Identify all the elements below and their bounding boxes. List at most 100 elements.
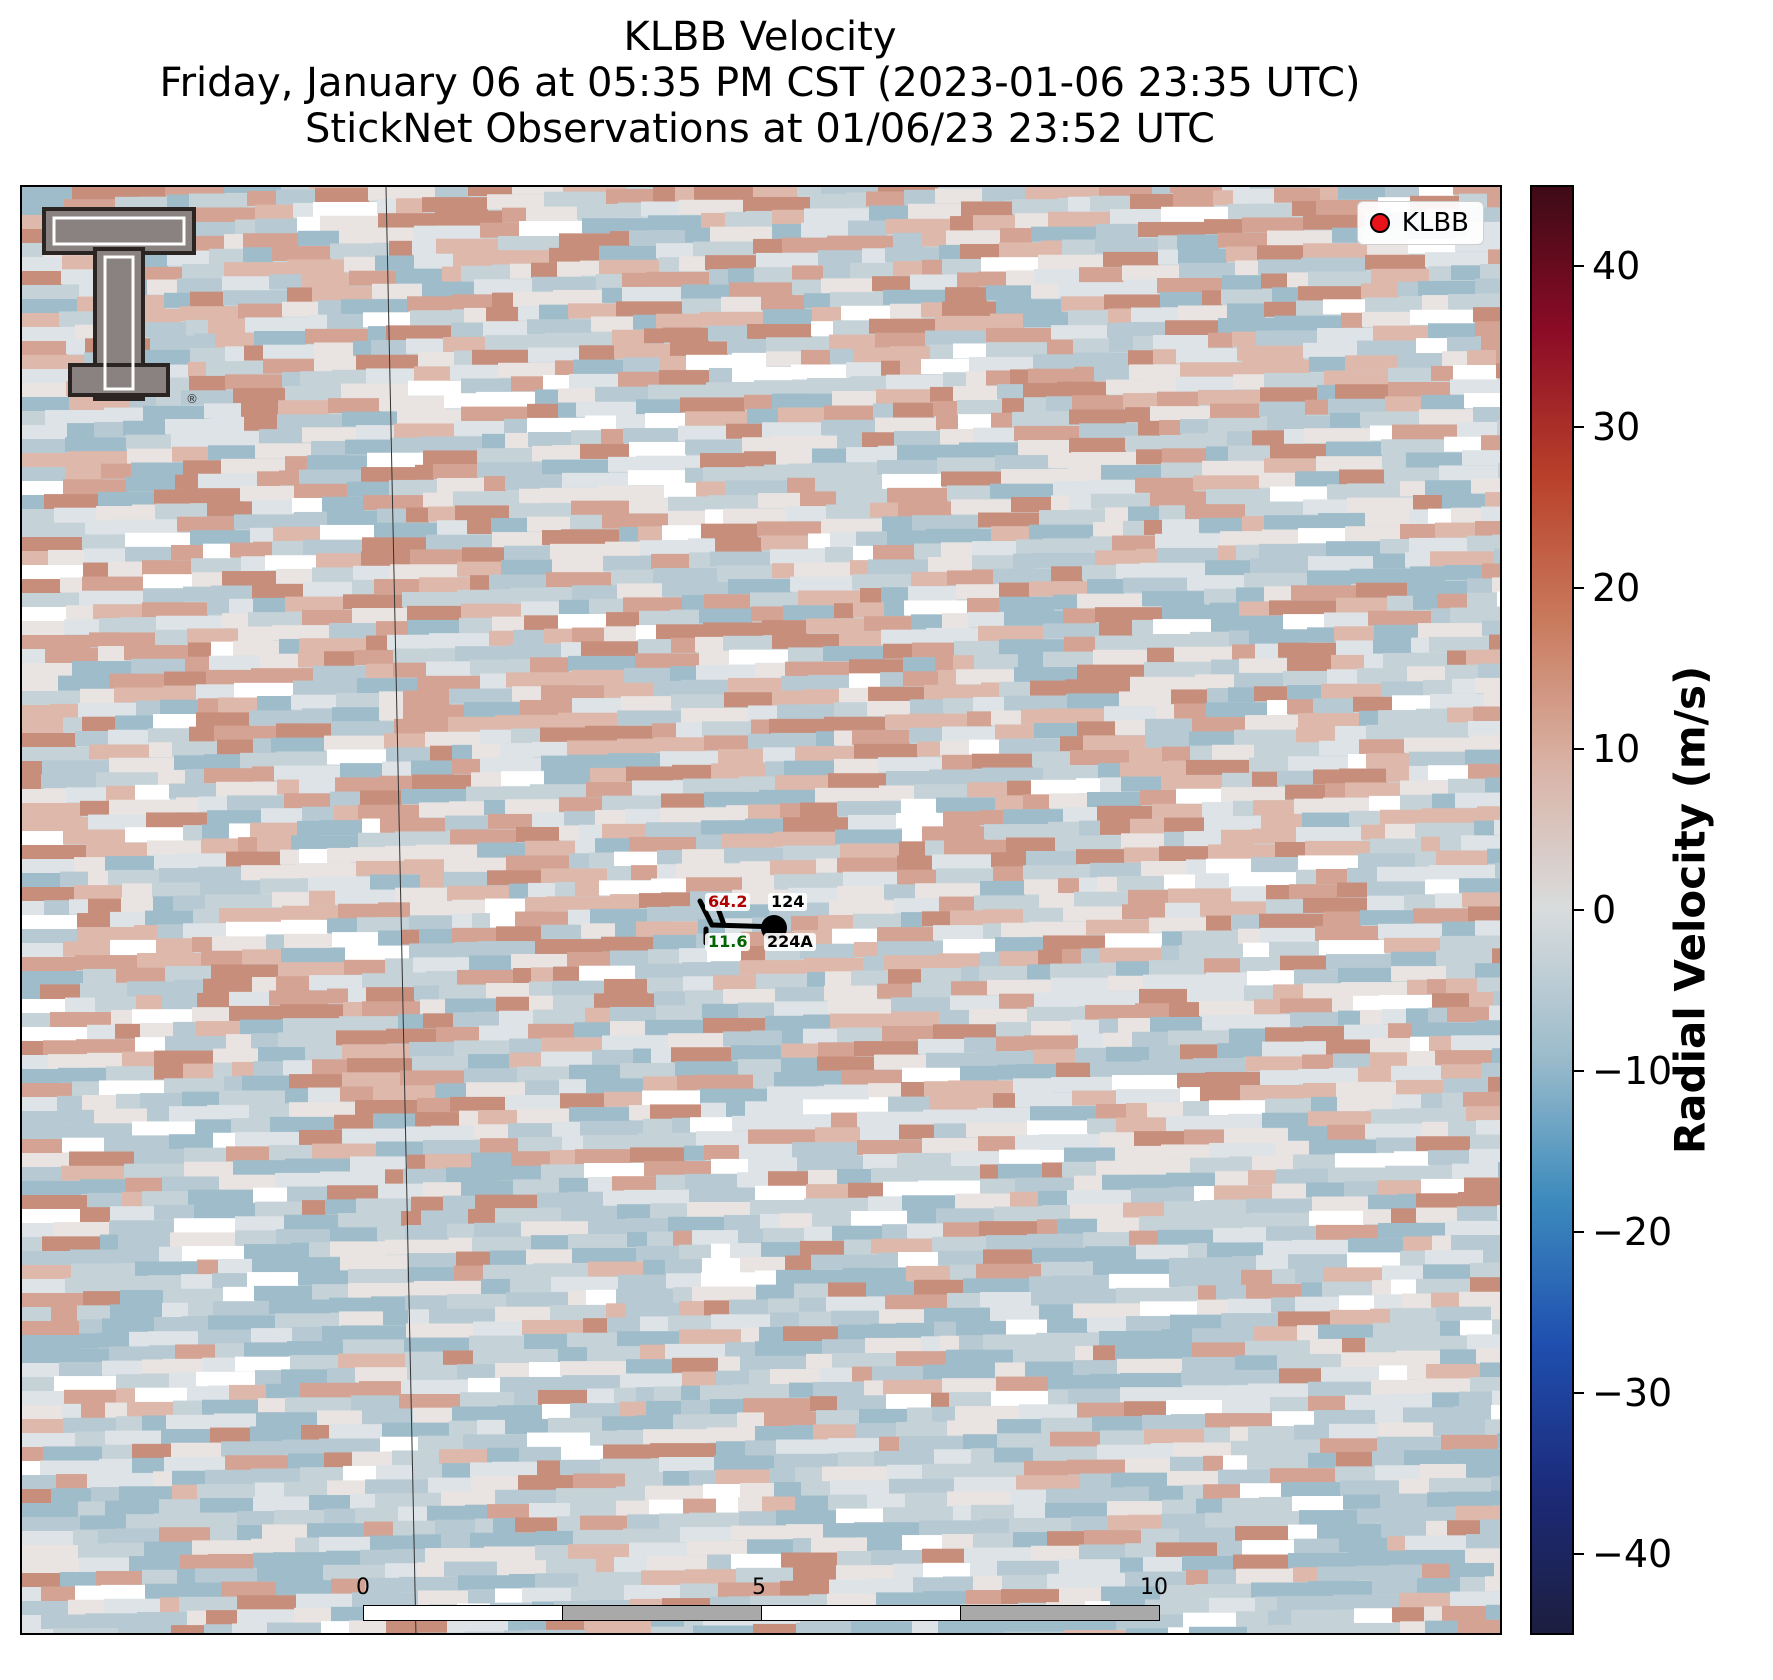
radar-bin bbox=[207, 501, 253, 517]
radar-bin bbox=[1171, 689, 1208, 705]
radar-bin bbox=[1239, 658, 1288, 674]
legend-label: KLBB bbox=[1401, 208, 1469, 238]
radar-bin bbox=[908, 586, 957, 602]
radar-bin bbox=[841, 305, 891, 321]
radar-bin bbox=[1317, 384, 1336, 400]
radar-bin bbox=[211, 641, 234, 657]
radar-bin bbox=[875, 417, 937, 433]
radar-bin bbox=[513, 291, 554, 307]
radar-bin bbox=[761, 535, 809, 551]
radar-bin bbox=[66, 339, 86, 355]
radar-bin bbox=[930, 386, 954, 402]
radar-bin bbox=[580, 260, 600, 276]
radar-bin bbox=[180, 306, 239, 322]
radar-bin bbox=[336, 692, 380, 708]
radar-bin bbox=[836, 489, 888, 505]
radar-map[interactable]: ® KLBB 64.2 124 11.6 224A 0 5 10 km bbox=[20, 185, 1502, 1635]
radar-bin bbox=[1093, 649, 1148, 665]
radar-bin bbox=[480, 673, 507, 689]
radar-bin bbox=[930, 344, 954, 360]
radar-bin bbox=[1136, 548, 1158, 564]
radar-bin bbox=[884, 601, 905, 617]
radar-bin bbox=[904, 600, 968, 616]
radar-bin bbox=[504, 418, 528, 434]
radar-bin bbox=[1385, 396, 1422, 412]
radar-bin bbox=[1383, 652, 1448, 668]
radar-bin bbox=[1257, 245, 1304, 261]
radar-bin bbox=[528, 431, 572, 447]
radar-bin bbox=[527, 417, 586, 433]
radar-bin bbox=[1444, 565, 1483, 581]
radar-bin bbox=[804, 208, 870, 224]
radar-bin bbox=[986, 370, 1011, 386]
radar-bin bbox=[1014, 667, 1078, 683]
radar-bin bbox=[701, 523, 758, 539]
radar-bin bbox=[1239, 601, 1270, 617]
radar-bin bbox=[830, 348, 854, 364]
radar-bin bbox=[297, 216, 321, 232]
radar-bin bbox=[408, 380, 462, 396]
radar-bin bbox=[1099, 621, 1133, 637]
radar-bin bbox=[255, 443, 312, 459]
radar-bin bbox=[1373, 639, 1412, 655]
radar-bin bbox=[1321, 683, 1382, 699]
radar-bin bbox=[366, 368, 415, 384]
radar-bin bbox=[428, 506, 456, 522]
radar-bin bbox=[282, 371, 301, 387]
radar-bin bbox=[582, 218, 649, 234]
radar-bin bbox=[1140, 562, 1206, 578]
radar-bin bbox=[1501, 277, 1502, 292]
radar-bin bbox=[257, 471, 280, 487]
radar-bin bbox=[356, 354, 419, 370]
radar-bin bbox=[1162, 519, 1200, 535]
radar-bin bbox=[461, 406, 528, 422]
radar-bin bbox=[972, 541, 1017, 557]
radar-bin bbox=[143, 405, 205, 421]
radar-bin bbox=[974, 654, 1019, 670]
radar-bin bbox=[950, 216, 974, 232]
radar-bin bbox=[1124, 279, 1158, 295]
scalebar-label-5: 5 bbox=[752, 1575, 766, 1600]
radar-bin bbox=[207, 431, 260, 447]
radar-bin bbox=[1380, 539, 1410, 555]
radar-bin bbox=[1106, 379, 1148, 395]
radar-bin bbox=[272, 625, 330, 641]
radar-bin bbox=[1328, 398, 1386, 414]
radar-bin bbox=[654, 737, 705, 753]
radar-bin bbox=[1207, 688, 1229, 704]
radar-bin bbox=[1264, 586, 1292, 602]
radar-bin bbox=[961, 201, 1013, 217]
radar-bin bbox=[862, 248, 886, 264]
radar-bin bbox=[1135, 633, 1191, 649]
radar-bin bbox=[426, 534, 493, 550]
radar-bin bbox=[363, 312, 411, 328]
radar-bin bbox=[1130, 676, 1196, 692]
radar-bin bbox=[999, 596, 1054, 612]
radar-bin bbox=[217, 739, 254, 755]
radar-bin bbox=[422, 197, 488, 213]
radar-bin bbox=[704, 594, 751, 610]
radar-bin bbox=[1287, 699, 1314, 715]
radar-bin bbox=[821, 278, 873, 294]
radar-bin bbox=[1131, 307, 1179, 323]
radar-bin bbox=[972, 555, 1014, 571]
radar-bin bbox=[1473, 406, 1500, 422]
radar-bin bbox=[938, 669, 957, 685]
radar-bin bbox=[1205, 560, 1251, 576]
radar-bin bbox=[1229, 630, 1250, 646]
radar-bin bbox=[788, 463, 811, 479]
radar-bin bbox=[1068, 196, 1091, 212]
radar-bin bbox=[636, 455, 701, 471]
radar-bin bbox=[298, 230, 340, 246]
radar-bin bbox=[294, 511, 328, 527]
radar-bin bbox=[1062, 239, 1096, 255]
radar-bin bbox=[366, 635, 388, 651]
radar-bin bbox=[1039, 510, 1106, 526]
radar-bin bbox=[1221, 289, 1273, 305]
radar-bin bbox=[111, 519, 178, 535]
radar-bin bbox=[285, 456, 308, 472]
radar-bin bbox=[921, 302, 943, 318]
radar-bin bbox=[542, 530, 562, 546]
radar-bin bbox=[614, 343, 671, 359]
radar-bin bbox=[1064, 636, 1096, 652]
